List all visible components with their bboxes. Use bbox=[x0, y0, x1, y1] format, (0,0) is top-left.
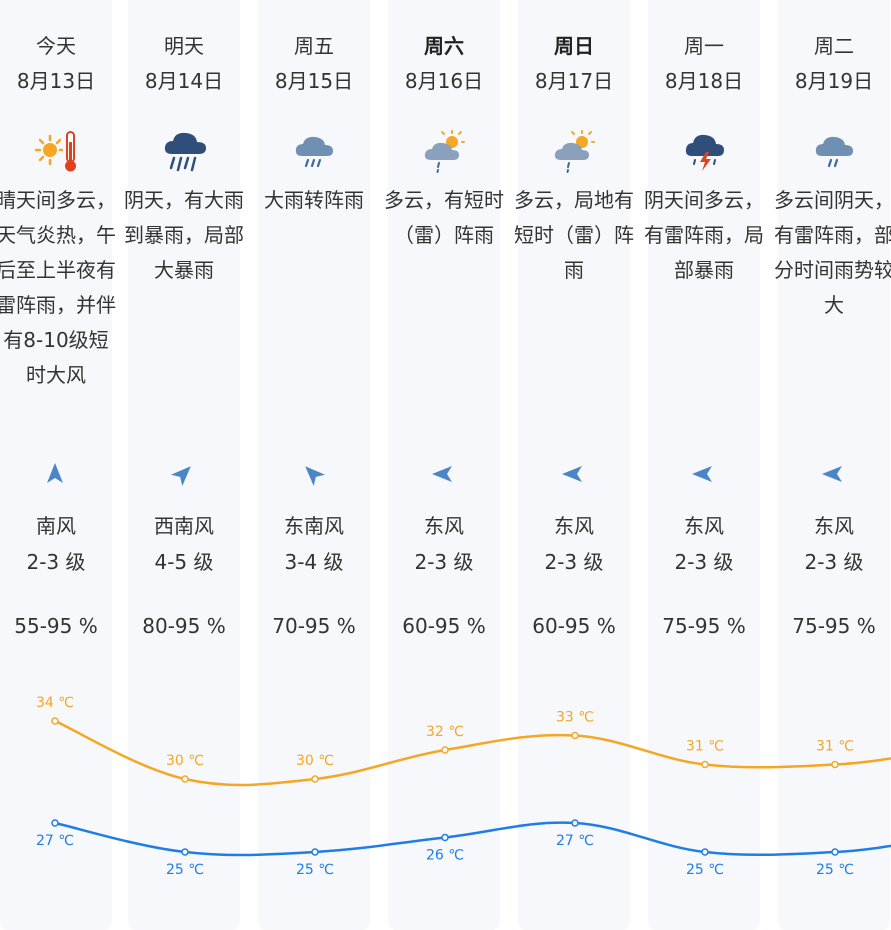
humidity: 60-95 % bbox=[532, 614, 616, 638]
humidity: 75-95 % bbox=[792, 614, 876, 638]
humidity: 80-95 % bbox=[142, 614, 226, 638]
day-date: 8月13日 bbox=[16, 69, 96, 93]
day-date: 8月14日 bbox=[144, 69, 224, 93]
day-date: 8月18日 bbox=[664, 69, 744, 93]
weather-description: 多云，局地有短时（雷）阵雨 bbox=[514, 188, 634, 282]
rain-icon bbox=[295, 136, 333, 168]
wind-direction-arrow-icon bbox=[305, 466, 326, 487]
humidity: 55-95 % bbox=[14, 614, 98, 638]
day-date: 8月16日 bbox=[404, 69, 484, 93]
wind-direction: 南风 bbox=[36, 514, 76, 538]
wind-direction: 东风 bbox=[814, 514, 854, 538]
day-name: 周一 bbox=[684, 34, 724, 58]
wind-direction: 东南风 bbox=[284, 514, 344, 538]
weather-description: 大雨转阵雨 bbox=[264, 188, 364, 212]
day-name: 周日 bbox=[554, 34, 594, 58]
rain-icon bbox=[815, 136, 853, 168]
wind-direction: 西南风 bbox=[154, 514, 214, 538]
day-name: 周六 bbox=[424, 34, 464, 58]
day-date: 8月17日 bbox=[534, 69, 614, 93]
partly-cloudy-shower-icon bbox=[424, 130, 465, 173]
day-date: 8月19日 bbox=[794, 69, 874, 93]
sunny-hot-icon bbox=[34, 131, 76, 172]
wind-level: 2-3 级 bbox=[414, 550, 474, 574]
weather-description: 阴天间多云，有雷阵雨，局部暴雨 bbox=[644, 188, 764, 282]
day-date: 8月15日 bbox=[274, 69, 354, 93]
wind-level: 2-3 级 bbox=[674, 550, 734, 574]
day-name: 明天 bbox=[164, 34, 204, 58]
weather-description: 阴天，有大雨到暴雨，局部大暴雨 bbox=[124, 188, 244, 282]
wind-direction-arrow-icon bbox=[822, 466, 842, 482]
humidity: 60-95 % bbox=[402, 614, 486, 638]
day-name: 周二 bbox=[814, 34, 854, 58]
wind-level: 4-5 级 bbox=[154, 550, 214, 574]
day-name: 今天 bbox=[36, 34, 76, 58]
wind-level: 3-4 级 bbox=[284, 550, 344, 574]
wind-direction-arrow-icon bbox=[47, 463, 63, 483]
wind-direction-arrow-icon bbox=[562, 466, 582, 482]
weather-description: 多云间阴天，有雷阵雨，部分时间雨势较大 bbox=[774, 188, 891, 317]
humidity: 75-95 % bbox=[662, 614, 746, 638]
wind-level: 2-3 级 bbox=[26, 550, 86, 574]
wind-direction: 东风 bbox=[684, 514, 724, 538]
heavy-rain-icon bbox=[164, 132, 206, 172]
day-name: 周五 bbox=[294, 34, 334, 58]
wind-level: 2-3 级 bbox=[804, 550, 864, 574]
humidity: 70-95 % bbox=[272, 614, 356, 638]
weather-description: 多云，有短时（雷）阵雨 bbox=[384, 188, 504, 247]
wind-level: 2-3 级 bbox=[544, 550, 604, 574]
wind-direction-arrow-icon bbox=[432, 466, 452, 482]
wind-direction: 东风 bbox=[554, 514, 594, 538]
weather-description: 晴天间多云，天气炎热，午后至上半夜有雷阵雨，并伴有8-10级短时大风 bbox=[0, 188, 116, 387]
thunderstorm-icon bbox=[685, 134, 724, 171]
wind-direction-arrow-icon bbox=[692, 466, 712, 482]
wind-direction: 东风 bbox=[424, 514, 464, 538]
partly-cloudy-shower-icon bbox=[554, 130, 595, 173]
wind-direction-arrow-icon bbox=[170, 466, 191, 487]
